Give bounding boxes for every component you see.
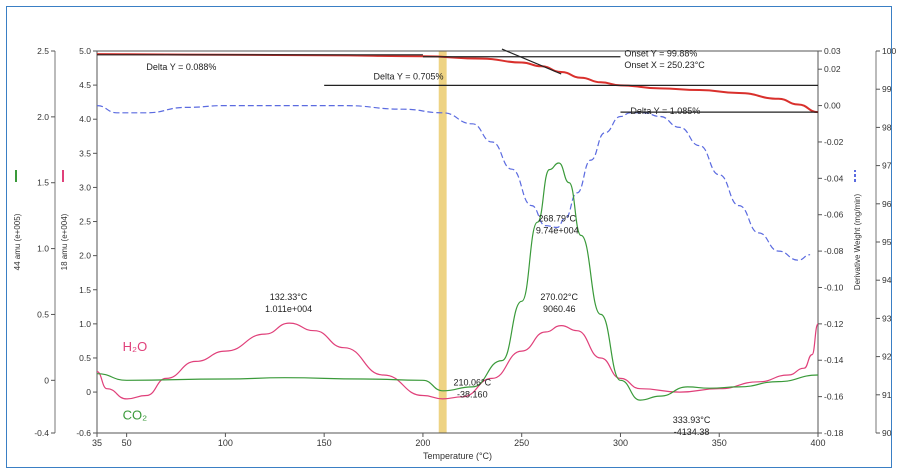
annotation-delta-2: Delta Y = 0.705% xyxy=(374,72,444,82)
annotation-peak-h2o-2-line-1: 9060.46 xyxy=(543,304,576,314)
weight_axis-tick-label-0: 100 xyxy=(882,46,896,56)
h2o_axis-tick-label-7: 1.5 xyxy=(79,285,91,295)
x-tick-label-5: 250 xyxy=(514,438,529,448)
annotation-min-333-line-0: 333.93°C xyxy=(673,415,711,425)
deriv_axis-tick-label-8: -0.12 xyxy=(824,319,844,329)
weight_axis-tick-label-2: 98 xyxy=(882,122,892,132)
x-tick-label-2: 100 xyxy=(218,438,233,448)
deriv_axis-tick-label-4: -0.04 xyxy=(824,173,844,183)
x-tick-label-3: 150 xyxy=(317,438,332,448)
weight_axis-tick-label-1: 99 xyxy=(882,84,892,94)
weight_axis-tick-label-8: 92 xyxy=(882,352,892,362)
deriv_axis-tick-label-1: 0.02 xyxy=(824,64,841,74)
x-tick-label-8: 400 xyxy=(810,438,825,448)
x-tick-label-6: 300 xyxy=(613,438,628,448)
h2o_axis-tick-label-9: 0.5 xyxy=(79,353,91,363)
h2o_axis-label: 18 amu (e+004) xyxy=(60,213,69,270)
annotation-min-210-line-0: 210.06°C xyxy=(453,377,491,387)
co2_axis-tick-label-4: 0.5 xyxy=(37,309,49,319)
x-tick-label-0: 35 xyxy=(92,438,102,448)
co2_axis-tick-label-2: 1.5 xyxy=(37,178,49,188)
h2o_axis-tick-label-11: -0.6 xyxy=(76,428,91,438)
h2o_axis-tick-label-3: 3.5 xyxy=(79,148,91,158)
h2o_axis-tick-label-1: 4.5 xyxy=(79,80,91,90)
weight_axis-tick-label-6: 94 xyxy=(882,275,892,285)
annotation-delta-1: Delta Y = 0.088% xyxy=(146,62,216,72)
co2_axis-tick-label-1: 2.0 xyxy=(37,112,49,122)
weight_axis-tick-label-4: 96 xyxy=(882,199,892,209)
co2_axis-tick-label-0: 2.5 xyxy=(37,46,49,56)
h2o_axis-tick-label-10: 0 xyxy=(86,387,91,397)
highlight-band xyxy=(438,51,447,433)
h2o_axis-tick-label-4: 3.0 xyxy=(79,182,91,192)
annotation-min-210-line-1: -38.160 xyxy=(457,389,488,399)
co2_axis-tick-label-3: 1.0 xyxy=(37,244,49,254)
x-tick-label-7: 350 xyxy=(712,438,727,448)
h2o_axis-tick-label-8: 1.0 xyxy=(79,319,91,329)
co2_axis-tick-label-5: 0 xyxy=(44,375,49,385)
series-derivative xyxy=(96,104,811,261)
h2o_axis-tick-label-2: 4.0 xyxy=(79,114,91,124)
annotation-delta-3: Delta Y = 1.085% xyxy=(630,106,700,116)
ref-line-onset-tangent xyxy=(501,48,562,75)
h2o_axis-tick-label-6: 2.0 xyxy=(79,251,91,261)
weight_axis-tick-label-9: 91 xyxy=(882,390,892,400)
deriv_axis-tick-label-3: -0.02 xyxy=(824,137,844,147)
deriv_axis-tick-label-2: 0.00 xyxy=(824,101,841,111)
x-axis-label: Temperature (°C) xyxy=(423,451,492,461)
annotation-peak-co2-line-0: 268.79°C xyxy=(538,214,576,224)
annotation-onset-y: Onset Y = 99.88% xyxy=(624,49,697,59)
deriv_axis-tick-label-7: -0.10 xyxy=(824,282,844,292)
deriv_axis-tick-label-0: 0.03 xyxy=(824,46,841,56)
annotation-peak-h2o-1-line-1: 1.011e+004 xyxy=(265,304,312,314)
series-h2o xyxy=(96,322,819,400)
annotation-onset-x: Onset X = 250.23°C xyxy=(624,60,705,70)
series-label-co2-label: CO₂ xyxy=(123,407,148,422)
deriv_axis-tick-label-5: -0.06 xyxy=(824,210,844,220)
h2o_axis-tick-label-5: 2.5 xyxy=(79,217,91,227)
weight_axis-tick-label-10: 90 xyxy=(882,428,892,438)
deriv_axis-label: Derivative Weight (mg/min) xyxy=(853,194,862,291)
annotation-peak-co2-line-1: 9.74e+004 xyxy=(536,226,579,236)
deriv_axis-tick-label-10: -0.16 xyxy=(824,392,844,402)
x-tick-label-1: 50 xyxy=(122,438,132,448)
series-label-h2o-label: H₂O xyxy=(123,339,148,354)
annotation-peak-h2o-1-line-0: 132.33°C xyxy=(270,292,308,302)
deriv_axis-tick-label-6: -0.08 xyxy=(824,246,844,256)
weight_axis-tick-label-3: 97 xyxy=(882,161,892,171)
weight_axis-tick-label-5: 95 xyxy=(882,237,892,247)
deriv_axis-tick-label-11: -0.18 xyxy=(824,428,844,438)
annotation-min-333-line-1: -4134.38 xyxy=(674,427,710,437)
series-co2 xyxy=(96,162,819,401)
co2_axis-label: 44 amu (e+005) xyxy=(13,213,22,270)
x-tick-label-4: 200 xyxy=(415,438,430,448)
h2o_axis-tick-label-0: 5.0 xyxy=(79,46,91,56)
weight_axis-tick-label-7: 93 xyxy=(882,313,892,323)
deriv_axis-tick-label-9: -0.14 xyxy=(824,355,844,365)
plot-border xyxy=(96,50,819,434)
annotation-peak-h2o-2-line-0: 270.02°C xyxy=(540,292,578,302)
co2_axis-tick-label-6: -0.4 xyxy=(34,428,49,438)
